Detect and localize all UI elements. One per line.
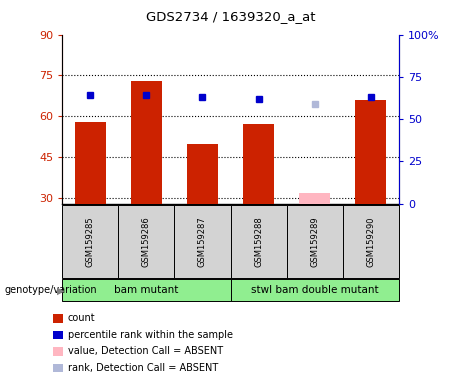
Bar (131, 81, 162, 204)
Text: bam mutant: bam mutant (114, 285, 178, 295)
Text: GSM159290: GSM159290 (366, 217, 375, 267)
Text: genotype/variation: genotype/variation (5, 285, 97, 295)
Text: GSM159285: GSM159285 (86, 217, 95, 267)
Text: GDS2734 / 1639320_a_at: GDS2734 / 1639320_a_at (146, 10, 315, 23)
Text: percentile rank within the sample: percentile rank within the sample (68, 330, 233, 340)
Text: rank, Detection Call = ABSENT: rank, Detection Call = ABSENT (68, 363, 218, 373)
Text: count: count (68, 313, 95, 323)
Text: GSM159288: GSM159288 (254, 217, 263, 267)
Bar (187, 144, 218, 204)
Bar (75, 122, 106, 204)
Text: value, Detection Call = ABSENT: value, Detection Call = ABSENT (68, 346, 223, 356)
Bar (355, 100, 386, 204)
Text: GSM159286: GSM159286 (142, 217, 151, 267)
Text: GSM159289: GSM159289 (310, 217, 319, 267)
Bar (243, 124, 274, 204)
Text: ▶: ▶ (57, 285, 64, 295)
Text: stwl bam double mutant: stwl bam double mutant (251, 285, 378, 295)
Bar (299, 193, 330, 204)
Text: GSM159287: GSM159287 (198, 217, 207, 267)
